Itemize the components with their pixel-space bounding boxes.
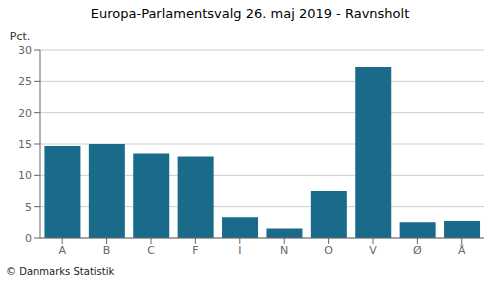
html-text:Europa-Parlamentsvalg 26. maj: Europa-Parlamentsvalg 26. maj 2019 - Rav… (90, 6, 410, 21)
svg-text:30: 30 (18, 44, 32, 57)
svg-text:Ø: Ø (413, 244, 422, 257)
svg-text:25: 25 (18, 75, 32, 88)
svg-text:A: A (58, 244, 66, 257)
svg-text:5: 5 (25, 201, 32, 214)
html-text:© Danmarks Statistik: © Danmarks Statistik (6, 266, 115, 277)
svg-text:15: 15 (18, 138, 32, 151)
svg-text:0: 0 (25, 232, 32, 245)
svg-text:Å: Å (458, 244, 466, 257)
svg-text:10: 10 (18, 169, 32, 182)
svg-text:I: I (238, 244, 241, 257)
svg-text:F: F (192, 244, 198, 257)
svg-text:C: C (147, 244, 155, 257)
svg-text:B: B (103, 244, 111, 257)
svg-text:N: N (280, 244, 288, 257)
svg-text:20: 20 (18, 107, 32, 120)
svg-text:V: V (369, 244, 377, 257)
svg-text:O: O (324, 244, 333, 257)
svg-text:Pct.: Pct. (10, 30, 31, 43)
